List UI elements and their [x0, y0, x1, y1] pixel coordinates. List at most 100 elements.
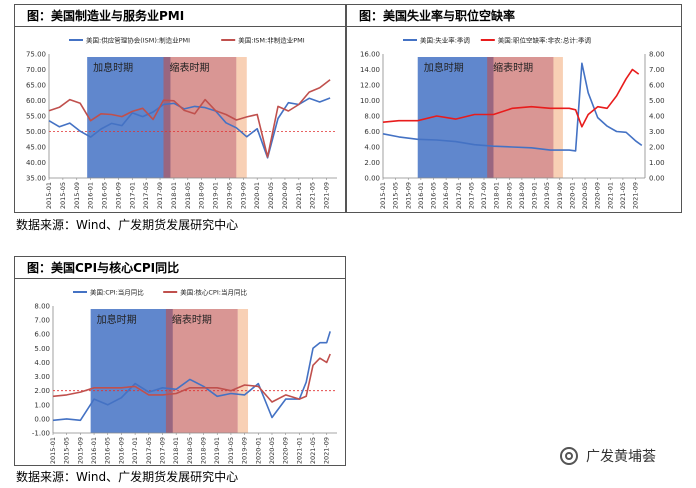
- legend-label: 美国:供应管理协会(ISM):制造业PMI: [86, 36, 190, 45]
- x-tick-label: 2019-09: [556, 182, 564, 209]
- region-label: 加息时期: [93, 61, 133, 74]
- y-tick-label: 65.00: [26, 82, 46, 90]
- y-tick-label: 16.00: [360, 51, 380, 59]
- y-tick-label: 0.00: [364, 175, 380, 183]
- shaded-region: [237, 309, 249, 433]
- x-tick-label: 2018-01: [172, 437, 180, 464]
- legend-label: 美国:ISM:非制造业PMI: [238, 36, 305, 45]
- y-tick-label: 55.00: [26, 113, 46, 121]
- cpi-chart: 加息时期 缩表时期 -1.00 0.00 1.00 2.00 3.00 4.00 5.00 6.0…: [32, 288, 337, 464]
- y-tick-label: 10.00: [360, 97, 380, 105]
- y-tick-label: 35.00: [26, 175, 46, 183]
- x-tick-label: 2017-01: [131, 437, 139, 464]
- x-tick-label: 2017-09: [156, 182, 164, 209]
- y-tick-label: 8.00: [364, 113, 380, 121]
- x-tick-label: 2018-09: [198, 182, 206, 209]
- y2-tick-label: 3.00: [649, 128, 665, 136]
- series-line: [382, 62, 643, 152]
- x-tick-label: 2015-05: [59, 182, 67, 209]
- chart-panel-pmi: 图：美国制造业与服务业PMI 加息时期 缩表时期 35.00 40.00 45.00 50…: [14, 4, 346, 213]
- chart-title: 图：美国制造业与服务业PMI: [15, 5, 345, 27]
- x-tick-label: 2016-09: [442, 182, 450, 209]
- x-tick-label: 2017-05: [467, 182, 475, 209]
- y2-tick-label: 2.00: [649, 144, 665, 152]
- x-tick-label: 2020-01: [254, 437, 262, 464]
- chart-title: 图：美国CPI与核心CPI同比: [15, 257, 345, 279]
- watermark: 广发黄埔荟: [560, 446, 656, 466]
- x-tick-label: 2021-01: [295, 182, 303, 209]
- pmi-chart: 加息时期 缩表时期 35.00 40.00 45.00 50.00 55.00 60.00 65…: [26, 36, 337, 209]
- x-tick-label: 2019-05: [543, 182, 551, 209]
- x-tick-label: 2020-09: [594, 182, 602, 209]
- x-tick-label: 2016-09: [114, 182, 122, 209]
- legend-label: 美国:CPI:当月同比: [90, 288, 144, 297]
- y2-tick-label: 6.00: [649, 82, 665, 90]
- y-tick-label: 6.00: [364, 128, 380, 136]
- x-tick-label: 2019-05: [227, 437, 235, 464]
- wechat-logo-icon: [560, 447, 578, 465]
- shaded-region: [487, 57, 554, 178]
- series-line: [48, 79, 331, 158]
- y-tick-label: 6.00: [34, 331, 50, 339]
- x-tick-label: 2017-01: [128, 182, 136, 209]
- chart-panel-cpi: 图：美国CPI与核心CPI同比 加息时期 缩表时期 -1.00 0.00 1.00 2.0…: [14, 256, 346, 466]
- y-tick-label: 45.00: [26, 144, 46, 152]
- x-tick-label: 2019-01: [212, 182, 220, 209]
- series-line: [52, 353, 331, 403]
- series-line: [52, 331, 331, 422]
- x-tick-label: 2015-09: [73, 182, 81, 209]
- y2-tick-label: 7.00: [649, 66, 665, 74]
- source-note: 数据来源：Wind、广发期货发展研究中心: [16, 218, 239, 232]
- x-tick-label: 2017-09: [158, 437, 166, 464]
- region-label: 缩表时期: [172, 313, 212, 326]
- x-tick-label: 2015-01: [49, 437, 57, 464]
- watermark-text: 广发黄埔荟: [586, 449, 656, 465]
- x-tick-label: 2017-09: [480, 182, 488, 209]
- y-tick-label: 4.00: [364, 144, 380, 152]
- x-tick-label: 2021-09: [323, 437, 331, 464]
- y2-tick-label: 4.00: [649, 113, 665, 121]
- x-tick-label: 2015-09: [76, 437, 84, 464]
- y-tick-label: 1.00: [34, 401, 50, 409]
- x-tick-label: 2017-05: [145, 437, 153, 464]
- x-tick-label: 2018-09: [518, 182, 526, 209]
- shaded-region: [553, 57, 563, 178]
- y-tick-label: 70.00: [26, 66, 46, 74]
- y-tick-label: 8.00: [34, 303, 50, 311]
- x-tick-label: 2016-01: [90, 437, 98, 464]
- x-tick-label: 2019-05: [225, 182, 233, 209]
- y-tick-label: 14.00: [360, 66, 380, 74]
- y-tick-label: 40.00: [26, 159, 46, 167]
- x-tick-label: 2017-05: [142, 182, 150, 209]
- y2-tick-label: 8.00: [649, 51, 665, 59]
- shaded-region: [163, 57, 237, 178]
- x-tick-label: 2020-05: [581, 182, 589, 209]
- y-tick-label: 2.00: [34, 387, 50, 395]
- legend-label: 美国:职位空缺率:非农:总计:季调: [498, 36, 591, 45]
- x-tick-label: 2016-09: [117, 437, 125, 464]
- x-tick-label: 2015-09: [404, 182, 412, 209]
- x-tick-label: 2020-01: [253, 182, 261, 209]
- legend-label: 美国:核心CPI:当月同比: [180, 288, 247, 297]
- x-tick-label: 2019-09: [241, 437, 249, 464]
- x-tick-label: 2015-05: [392, 182, 400, 209]
- y-tick-label: 12.00: [360, 82, 380, 90]
- x-tick-label: 2021-05: [309, 437, 317, 464]
- unemployment-chart: 加息时期 缩表时期 0.00 2.00 4.00 6.00 8.00 10.00 12.00 14…: [360, 36, 665, 210]
- y-tick-label: -1.00: [32, 430, 50, 438]
- x-tick-label: 2020-05: [267, 182, 275, 209]
- x-tick-label: 2021-01: [295, 437, 303, 464]
- y2-tick-label: 5.00: [649, 97, 665, 105]
- x-tick-label: 2021-09: [632, 182, 640, 209]
- x-tick-label: 2016-01: [87, 182, 95, 209]
- x-tick-label: 2017-01: [455, 182, 463, 209]
- y-tick-label: 60.00: [26, 97, 46, 105]
- x-tick-label: 2018-01: [493, 182, 501, 209]
- x-tick-label: 2019-01: [531, 182, 539, 209]
- x-tick-label: 2019-09: [239, 182, 247, 209]
- shaded-region: [165, 309, 238, 433]
- x-tick-label: 2016-05: [430, 182, 438, 209]
- x-tick-label: 2016-05: [104, 437, 112, 464]
- y2-tick-label: 0.00: [649, 175, 665, 183]
- x-tick-label: 2015-01: [45, 182, 53, 209]
